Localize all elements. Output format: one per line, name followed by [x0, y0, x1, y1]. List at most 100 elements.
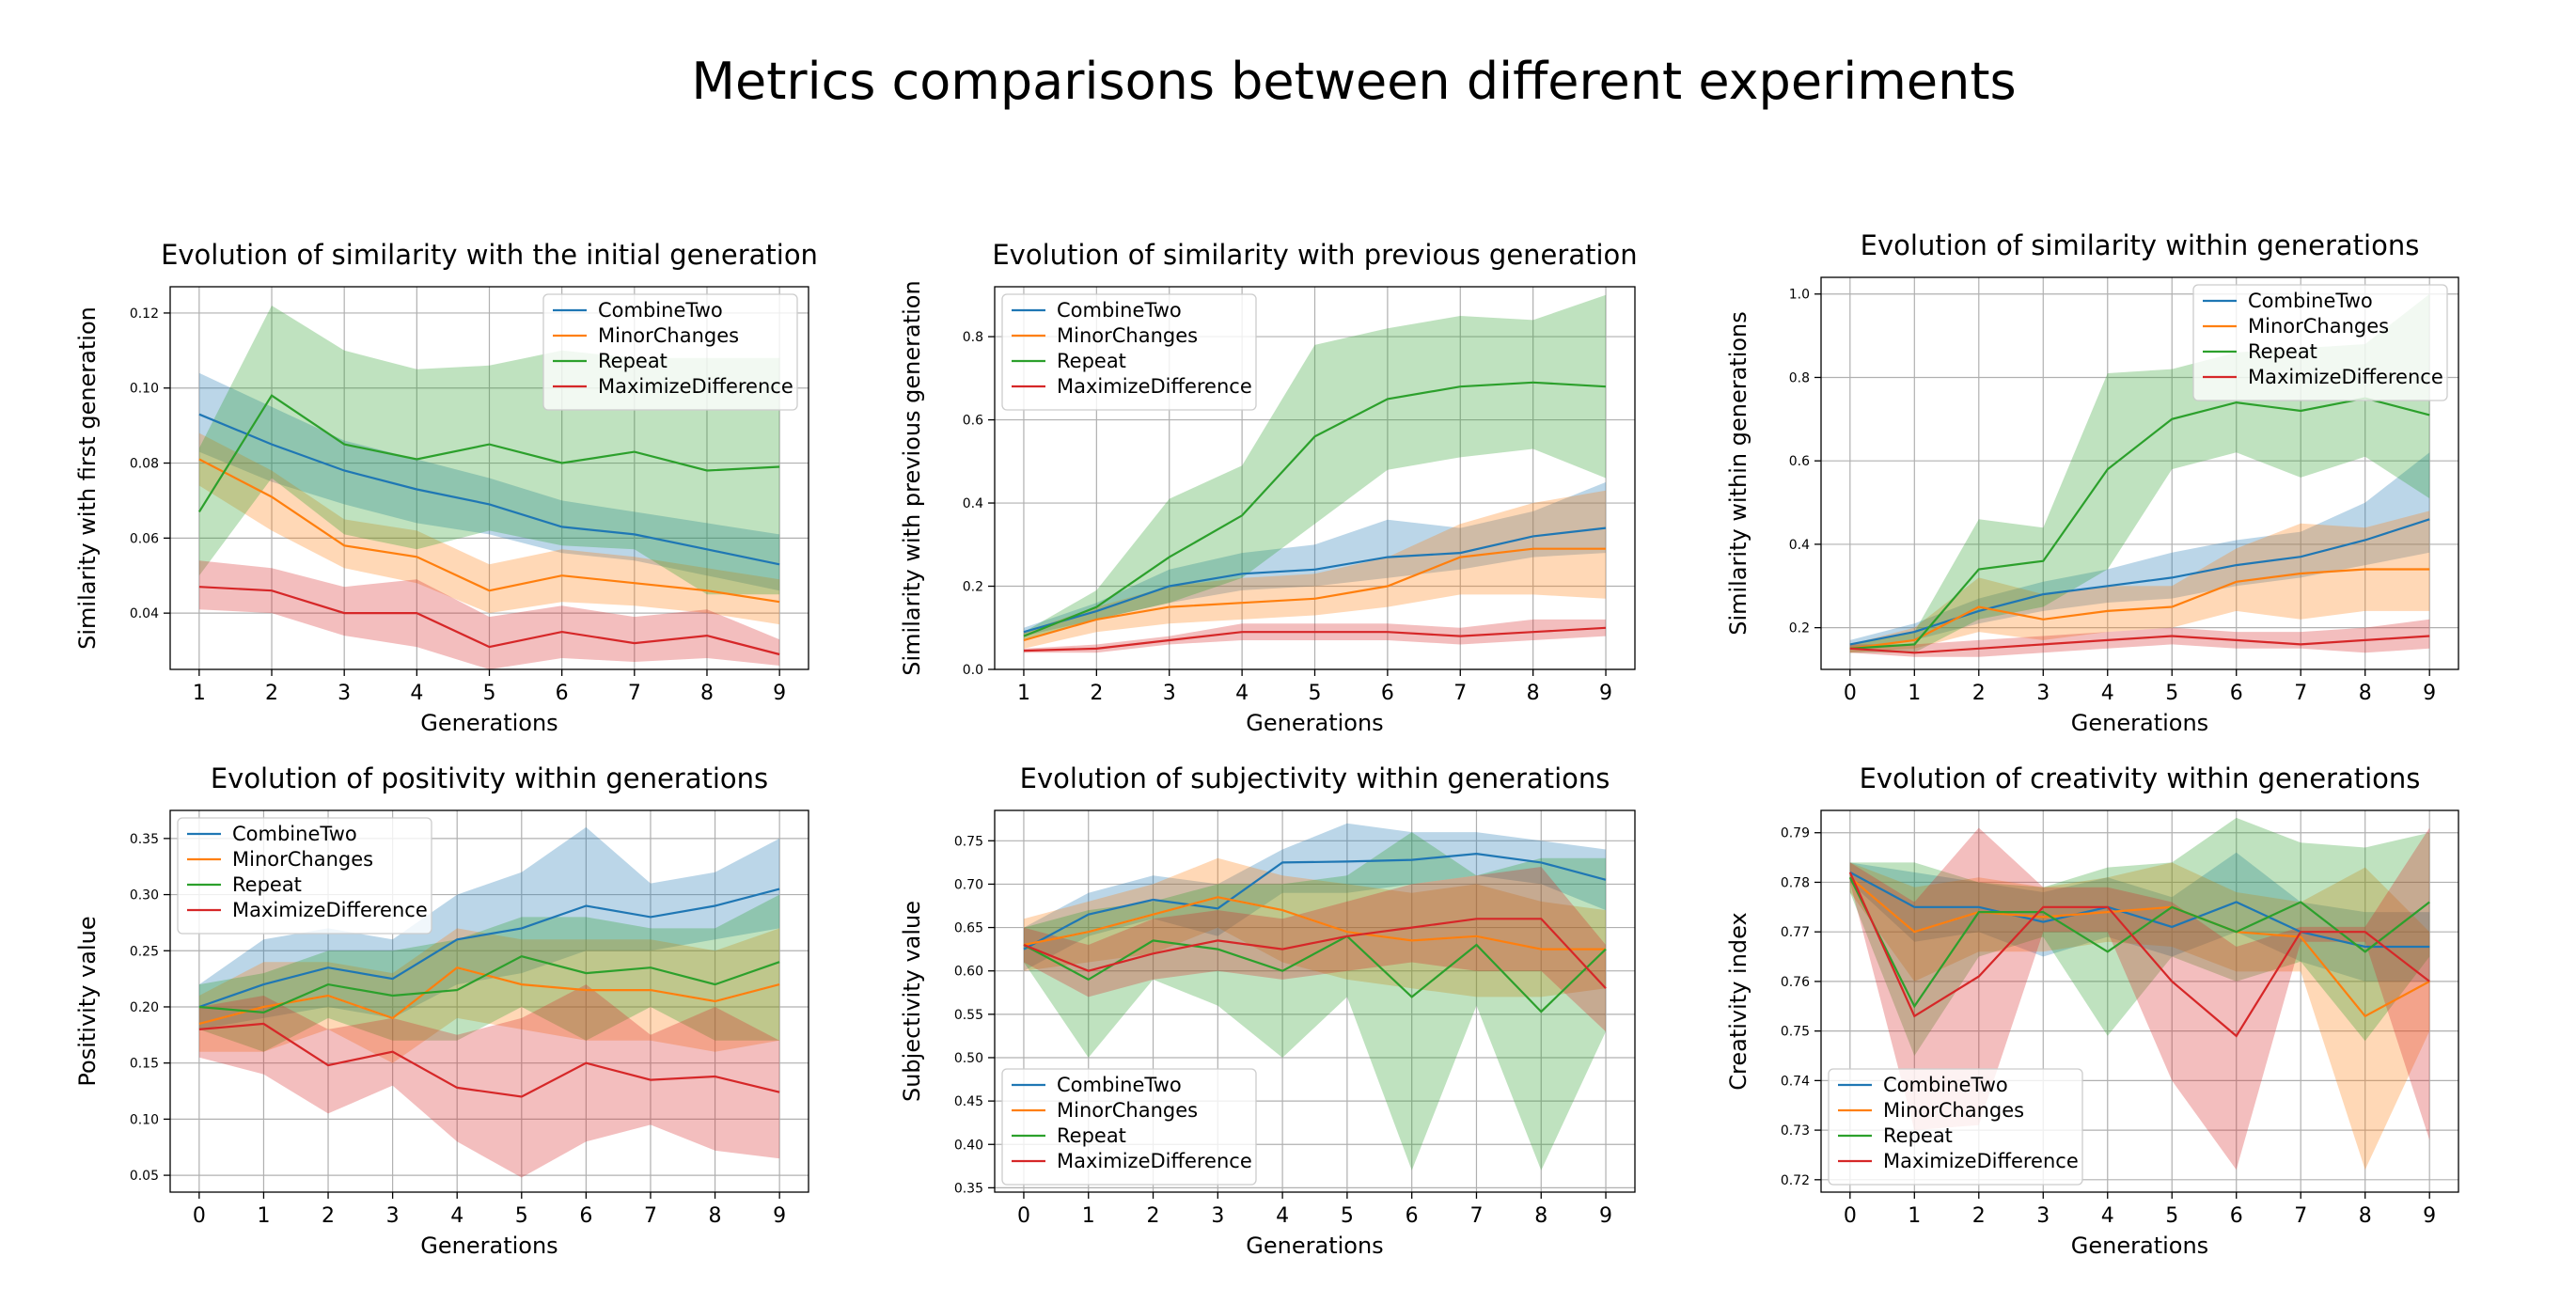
x-tick-label: 5: [515, 1204, 528, 1228]
band-repeat: [1849, 817, 2430, 1056]
series-line-repeat: [197, 394, 780, 512]
series-line-repeat: [198, 955, 780, 1014]
y-tick-label: 0.8: [1789, 370, 1810, 385]
series-line-maximizedifference: [1849, 635, 2430, 654]
legend: CombineTwoMinorChangesRepeatMaximizeDiff…: [1001, 293, 1257, 411]
x-tick-label: 5: [1309, 682, 1322, 705]
subplot-title-positivity: Evolution of positivity within generatio…: [211, 762, 768, 794]
x-axis-label: Generations: [1246, 710, 1383, 736]
x-tick-label: 8: [1534, 1204, 1547, 1228]
y-tick-label: 0.35: [954, 1181, 983, 1196]
x-tick-label: 2: [322, 1204, 335, 1228]
x-tick-label: 2: [1090, 682, 1103, 705]
x-tick-label: 6: [579, 1204, 592, 1228]
y-tick-label: 1.0: [1789, 288, 1810, 303]
legend-label-repeat: Repeat: [1057, 1124, 1126, 1147]
y-tick-label: 0.0: [963, 663, 983, 678]
y-tick-label: 0.12: [130, 306, 159, 322]
legend-label-combinetwo: CombineTwo: [1057, 1074, 1182, 1096]
y-tick-label: 0.50: [954, 1051, 983, 1066]
x-tick-label: 3: [1163, 682, 1176, 705]
y-tick-label: 0.40: [954, 1138, 983, 1153]
x-tick-label: 4: [450, 1204, 463, 1228]
subplot-title-subjectivity: Evolution of subjectivity within generat…: [1020, 762, 1610, 794]
x-tick-label: 6: [2230, 682, 2243, 705]
x-tick-label: 4: [1235, 682, 1249, 705]
series-line-maximizedifference: [198, 586, 780, 656]
x-tick-label: 2: [1972, 682, 1986, 705]
x-tick-label: 9: [2423, 682, 2436, 705]
legend: CombineTwoMinorChangesRepeatMaximizeDiff…: [2192, 284, 2448, 401]
x-axis-label: Generations: [2071, 710, 2208, 736]
x-tick-label: 1: [1908, 682, 1921, 705]
subplot-similarity-previous: 1 2 3 4 5 6 7 8 9 0.0 0.2 0.4 0.6 0.8 Evolution of sim…: [899, 239, 1638, 736]
series-line-repeat: [1023, 935, 1607, 1013]
subplot-positivity: 0 1 2 3 4 5 6 7 8 9 0.05 0.10 0.15 0.20 0.25 0.30 0.35 Ev…: [74, 762, 809, 1259]
y-axis-label: Similarity within generations: [1725, 311, 1751, 636]
x-tick-label: 6: [2230, 1204, 2243, 1228]
legend: CombineTwoMinorChangesRepeatMaximizeDiff…: [542, 293, 798, 411]
series-line-combinetwo: [198, 888, 780, 1009]
x-tick-label: 8: [700, 682, 714, 705]
y-tick-label: 0.4: [1789, 538, 1810, 553]
y-tick-label: 0.6: [1789, 454, 1810, 469]
subplot-creativity: 0 1 2 3 4 5 6 7 8 9 0.72 0.73 0.74 0.75 0.76 0.77 0.78 0.…: [1725, 762, 2459, 1259]
x-tick-label: 1: [1017, 682, 1030, 705]
x-tick-label: 1: [257, 1204, 270, 1228]
x-tick-label: 6: [1381, 682, 1394, 705]
x-tick-label: 8: [2359, 1204, 2372, 1228]
series-line-minorchanges: [198, 458, 780, 604]
band-minorchanges: [198, 928, 780, 1063]
band-combinetwo: [198, 826, 780, 1029]
series-line-combinetwo: [1023, 526, 1607, 634]
y-axis-label: Similarity with first generation: [74, 306, 101, 650]
x-tick-label: 6: [556, 682, 569, 705]
x-tick-label: 7: [2294, 1204, 2307, 1228]
legend-label-minorchanges: MinorChanges: [1057, 324, 1198, 347]
legend-box: [1828, 1068, 2083, 1186]
x-tick-label: 9: [2423, 1204, 2436, 1228]
axes-frame: [1820, 809, 2459, 1193]
y-tick-label: 0.06: [130, 531, 159, 546]
y-tick-label: 0.4: [963, 496, 983, 511]
axes-frame: [1820, 276, 2459, 670]
series-line-minorchanges: [1849, 568, 2430, 650]
y-tick-label: 0.35: [130, 832, 159, 847]
legend-label-maximizedifference: MaximizeDifference: [1883, 1150, 2079, 1172]
x-tick-label: 3: [386, 1204, 400, 1228]
x-tick-label: 0: [1844, 1204, 1857, 1228]
x-tick-label: 7: [2294, 682, 2307, 705]
y-tick-label: 0.74: [1781, 1074, 1810, 1089]
x-tick-label: 3: [2036, 682, 2050, 705]
legend-label-combinetwo: CombineTwo: [2248, 290, 2373, 312]
legend-label-repeat: Repeat: [1057, 350, 1126, 372]
x-tick-label: 7: [644, 1204, 657, 1228]
series-line-minorchanges: [1023, 547, 1606, 642]
x-tick-label: 5: [483, 682, 496, 705]
y-tick-label: 0.55: [954, 1008, 983, 1023]
band-maximizedifference: [1024, 867, 1606, 1032]
y-tick-label: 0.75: [954, 834, 983, 849]
series-line-maximizedifference: [1023, 918, 1607, 989]
series-line-maximizedifference: [198, 1022, 780, 1098]
legend-label-combinetwo: CombineTwo: [232, 823, 357, 845]
legend-box: [1001, 1068, 1257, 1186]
series-line-combinetwo: [1849, 871, 2430, 949]
legend: CombineTwoMinorChangesRepeatMaximizeDiff…: [1828, 1068, 2083, 1186]
band-minorchanges: [198, 432, 780, 625]
x-tick-label: 4: [410, 682, 423, 705]
x-tick-label: 2: [265, 682, 278, 705]
band-minorchanges: [1849, 862, 2430, 1170]
legend-label-repeat: Repeat: [2248, 340, 2317, 363]
x-tick-label: 0: [1017, 1204, 1030, 1228]
x-tick-label: 9: [773, 682, 786, 705]
legend-label-minorchanges: MinorChanges: [2248, 315, 2389, 338]
band-combinetwo: [198, 372, 780, 591]
legend-label-repeat: Repeat: [232, 873, 302, 896]
y-tick-label: 0.2: [963, 580, 983, 595]
y-tick-label: 0.15: [130, 1057, 159, 1072]
band-minorchanges: [1024, 490, 1606, 649]
legend-box: [2192, 284, 2448, 401]
x-tick-label: 4: [1276, 1204, 1289, 1228]
